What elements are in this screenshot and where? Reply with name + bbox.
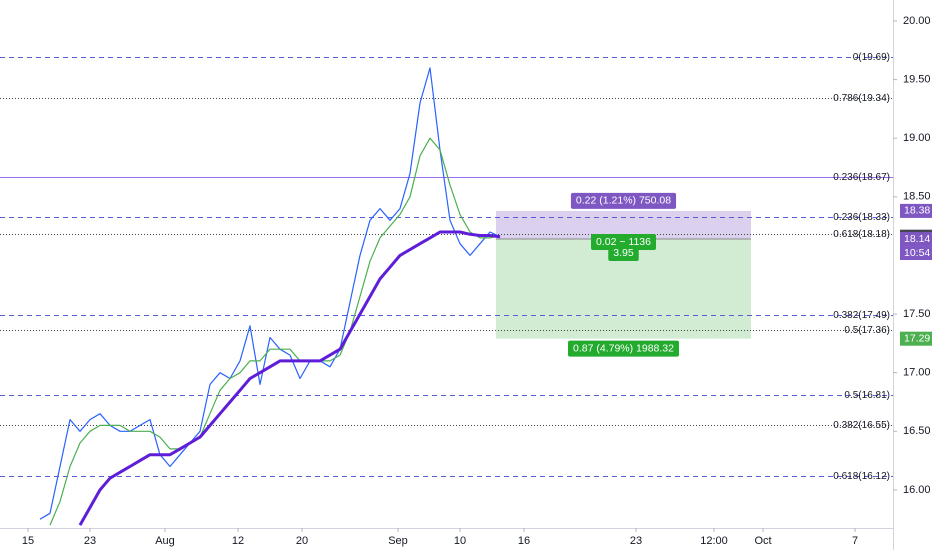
- target-label-text: 0.22 (1.21%) 750.08: [576, 195, 671, 207]
- entry-label-text: 0.02 ~ 1136: [596, 236, 651, 248]
- x-tick-label: 12: [232, 535, 244, 547]
- fib-label: 0.236(18.33): [833, 212, 890, 223]
- y-tick-label: 16.00: [903, 484, 931, 496]
- x-tick-label: 12:00: [700, 535, 728, 547]
- entry-label: 0.02 ~ 1136: [591, 234, 656, 251]
- timer-tag: [900, 246, 932, 261]
- timer-label: 10:54: [904, 247, 930, 259]
- price-tag: [900, 331, 932, 346]
- y-tick-label: 17.00: [903, 367, 931, 379]
- price-line: [39, 67, 501, 520]
- price-tag: [900, 232, 932, 247]
- ratio-label-bg: [608, 245, 639, 262]
- price-tag: [900, 203, 932, 218]
- x-tick-label: 10: [454, 535, 466, 547]
- fib-label: 0.382(17.49): [833, 310, 890, 321]
- y-tick-label: 20.00: [903, 15, 931, 27]
- x-tick-label: 23: [84, 535, 96, 547]
- price-tag-label: 17.29: [904, 332, 930, 344]
- price-line: [49, 137, 501, 526]
- y-tick-label: 17.50: [903, 308, 931, 320]
- x-tick-label: Sep: [388, 535, 408, 547]
- y-tick-label: 19.50: [903, 74, 931, 86]
- fib-label: 0.5(17.36): [844, 325, 890, 336]
- ratio-label-text: 3.95: [613, 247, 634, 259]
- x-tick-label: 7: [852, 535, 858, 547]
- y-tick-label: 18.50: [903, 191, 931, 203]
- ratio-label: 3.95: [608, 245, 639, 262]
- fib-label: 0.236(18.67): [833, 172, 890, 183]
- y-tick-label: 16.50: [903, 425, 931, 437]
- fib-label: 0.786(19.34): [833, 93, 890, 104]
- fib-label: 0.5(16.81): [844, 390, 890, 401]
- x-tick-label: 23: [630, 535, 642, 547]
- x-tick-label: Oct: [754, 535, 771, 547]
- price-tag-label: 18.38: [904, 205, 930, 217]
- y-tick-label: 19.00: [903, 132, 931, 144]
- stop-label-bg: [568, 340, 679, 357]
- stop-label-text: 0.87 (4.79%) 1988.32: [573, 342, 674, 354]
- price-tag-label: 18.14: [904, 233, 930, 245]
- fib-label: 0(19.69): [853, 52, 890, 63]
- fib-label: 0.618(18.18): [833, 229, 890, 240]
- target-label: 0.22 (1.21%) 750.08: [570, 192, 677, 209]
- x-tick-label: Aug: [155, 535, 175, 547]
- target-label-bg: [570, 192, 677, 209]
- fib-label: 0.618(16.12): [833, 471, 890, 482]
- x-tick-label: 15: [22, 535, 34, 547]
- stop-label: 0.87 (4.79%) 1988.32: [568, 340, 679, 357]
- entry-label-bg: [591, 234, 656, 251]
- x-tick-label: 20: [296, 535, 308, 547]
- price-line: [78, 230, 501, 526]
- fib-label: 0.382(16.55): [833, 420, 890, 431]
- x-tick-label: 16: [518, 535, 530, 547]
